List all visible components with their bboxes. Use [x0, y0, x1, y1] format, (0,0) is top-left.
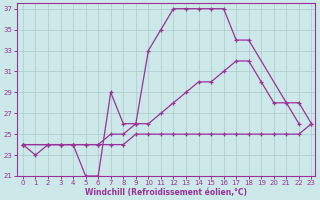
- X-axis label: Windchill (Refroidissement éolien,°C): Windchill (Refroidissement éolien,°C): [85, 188, 247, 197]
